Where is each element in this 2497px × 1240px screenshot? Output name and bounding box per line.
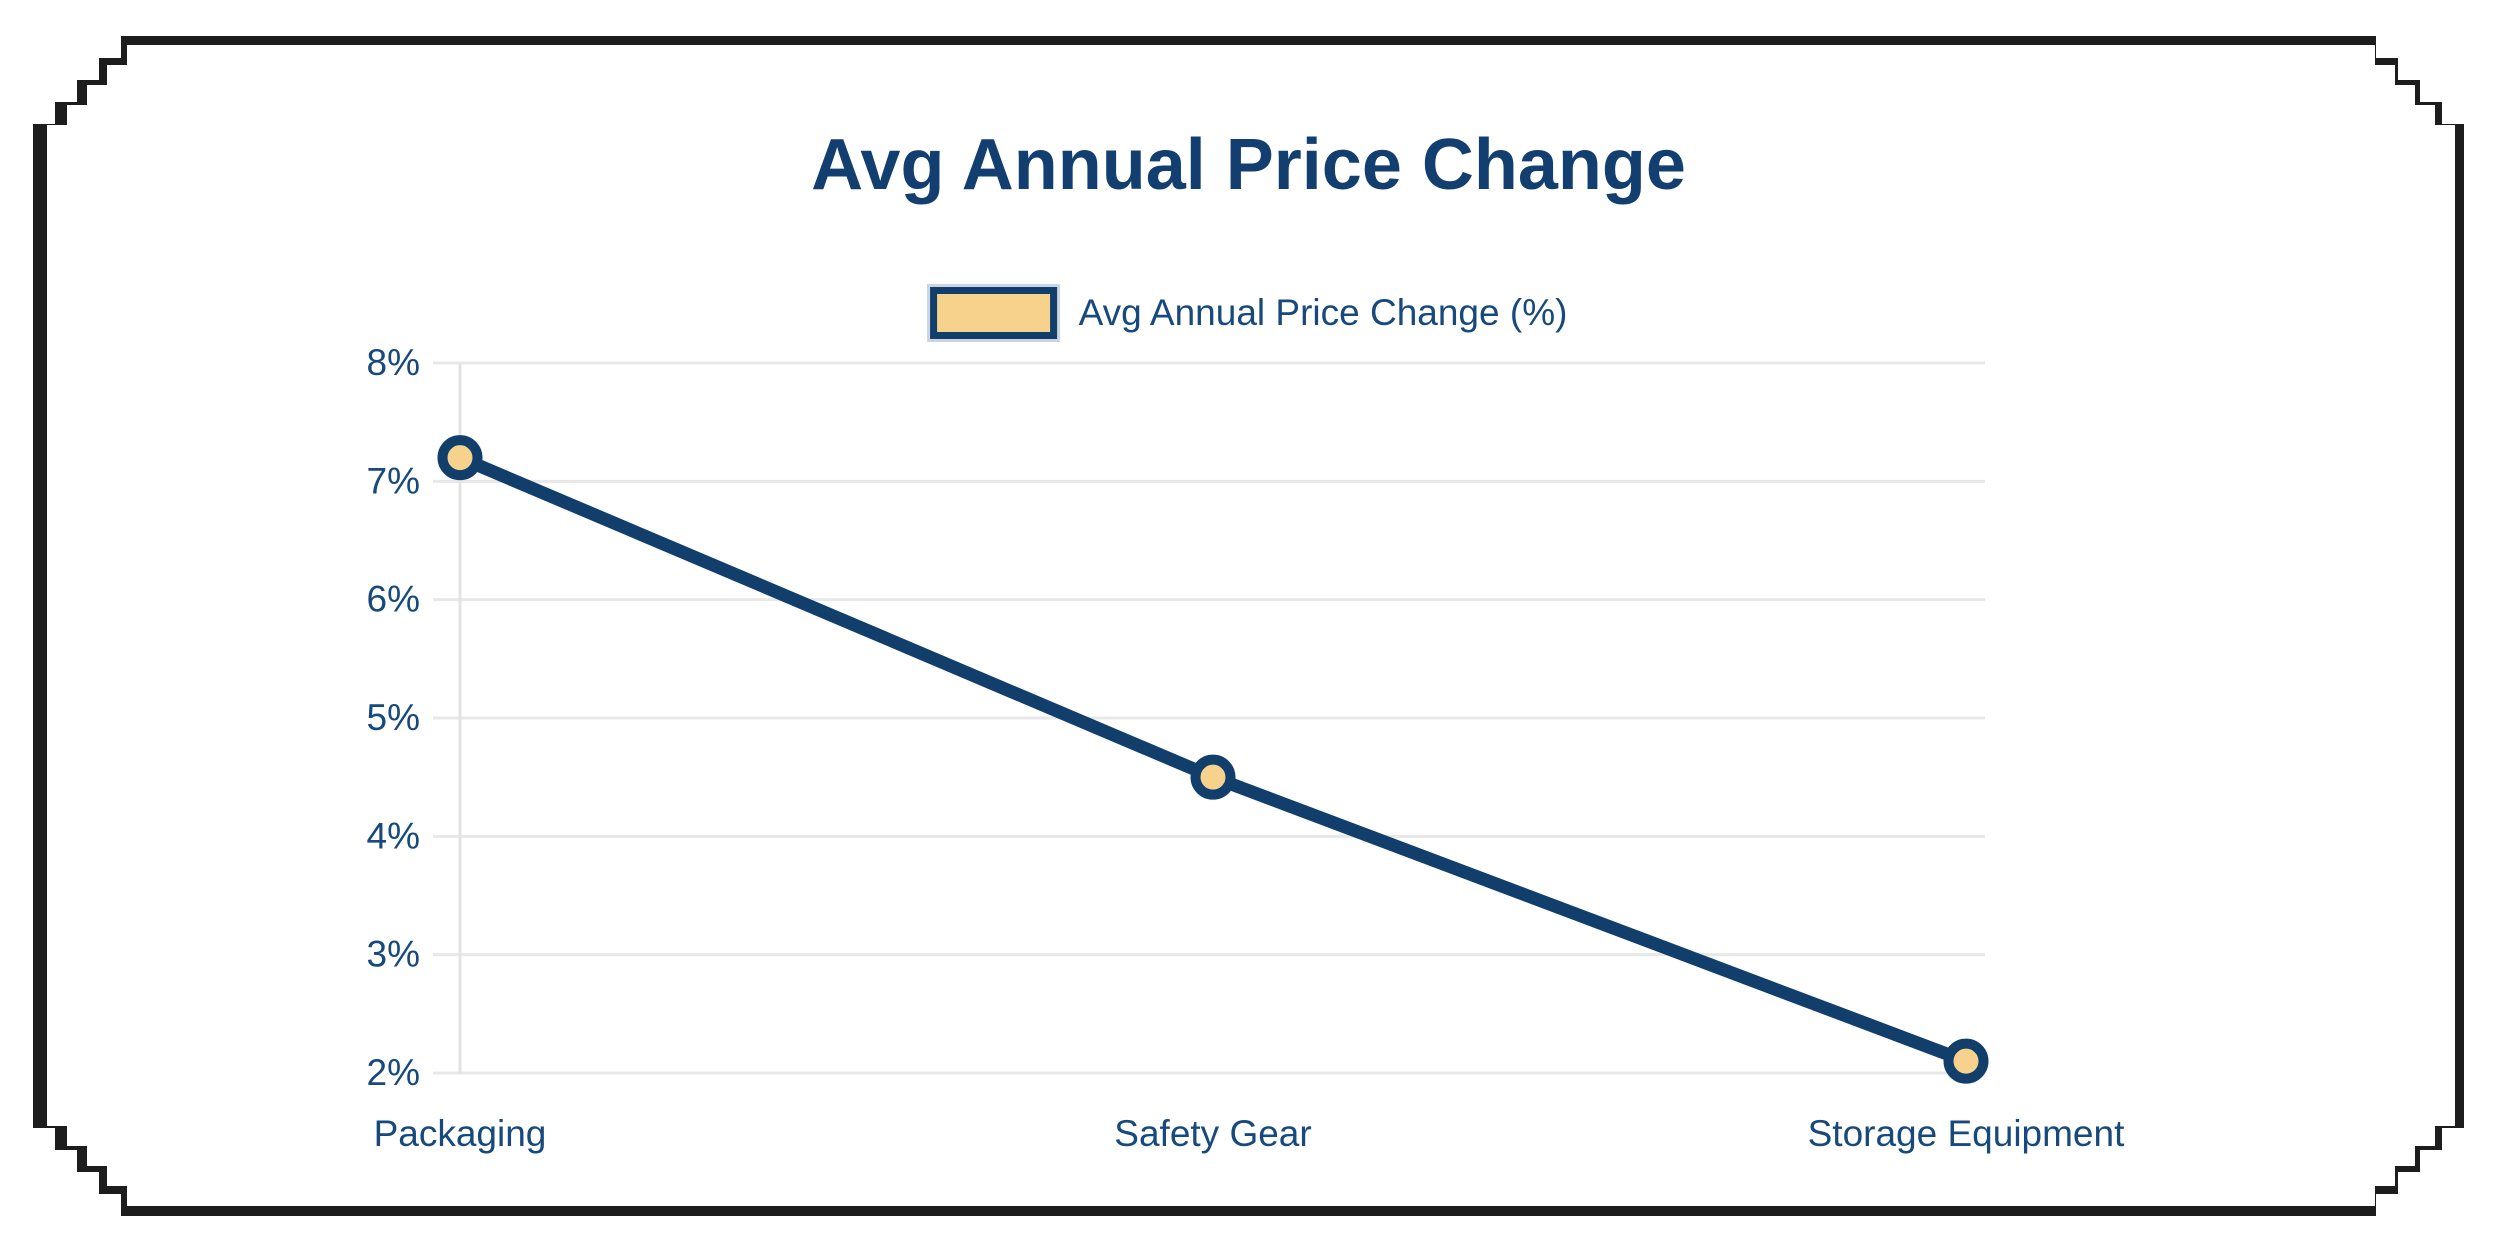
y-axis-tick-label: 8% xyxy=(367,342,420,383)
y-axis-tick-label: 6% xyxy=(367,579,420,620)
y-axis-tick-label: 3% xyxy=(367,934,420,975)
y-axis-tick-label: 7% xyxy=(367,460,420,501)
chart-title: Avg Annual Price Change xyxy=(811,125,1686,205)
data-point[interactable] xyxy=(437,435,483,481)
y-axis-tick-label: 4% xyxy=(367,815,420,856)
y-axis-tick-label: 5% xyxy=(367,697,420,738)
data-point[interactable] xyxy=(1190,754,1236,800)
legend-label: Avg Annual Price Change (%) xyxy=(1078,292,1568,333)
legend-swatch-icon xyxy=(929,287,1057,339)
x-axis-tick-label: Safety Gear xyxy=(1114,1113,1311,1154)
y-axis-tick-label: 2% xyxy=(367,1052,420,1093)
data-point[interactable] xyxy=(1943,1038,1989,1084)
x-axis-tick-label: Storage Equipment xyxy=(1808,1113,2125,1154)
x-axis-tick-label: Packaging xyxy=(374,1113,547,1154)
legend[interactable]: Avg Annual Price Change (%) xyxy=(929,287,1568,339)
